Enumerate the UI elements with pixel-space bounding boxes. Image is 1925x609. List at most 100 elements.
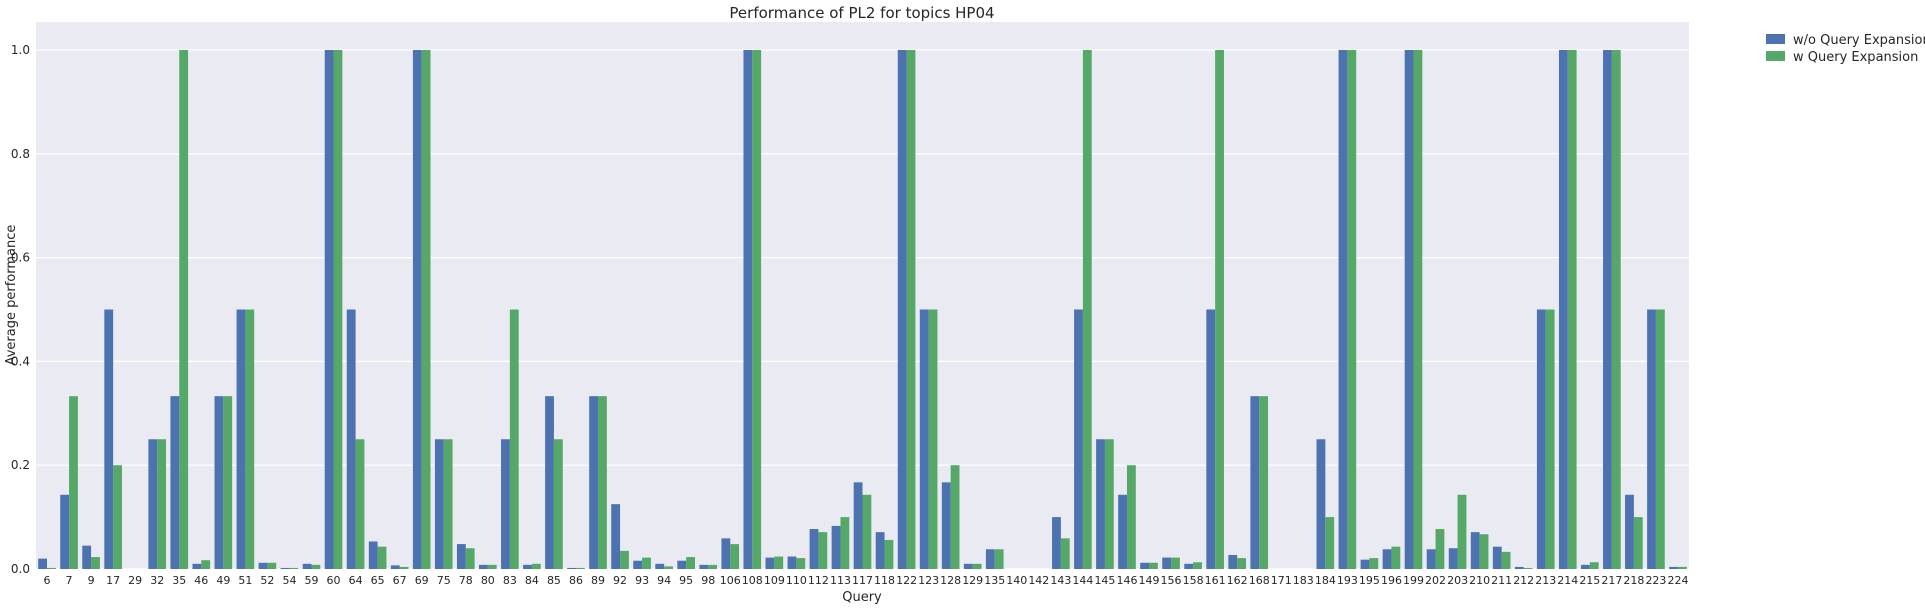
bar-wo-qe-113 bbox=[831, 525, 841, 569]
x-tick-label: 161 bbox=[1205, 574, 1226, 587]
x-tick-label: 110 bbox=[786, 574, 807, 587]
bar-wo-qe-46 bbox=[192, 563, 202, 569]
chart-title: Performance of PL2 for topics HP04 bbox=[729, 4, 994, 22]
x-tick-label: 95 bbox=[679, 574, 693, 587]
bar-wo-qe-128 bbox=[941, 482, 951, 569]
bar-wo-qe-211 bbox=[1492, 546, 1502, 569]
bar-wo-qe-86 bbox=[567, 567, 576, 569]
x-tick-label: 217 bbox=[1601, 574, 1622, 587]
bar-w-qe-9 bbox=[91, 557, 100, 569]
x-tick-label: 122 bbox=[896, 574, 917, 587]
legend-swatch-wo-query-expansion bbox=[1766, 34, 1785, 44]
bar-w-qe-32 bbox=[157, 439, 167, 569]
x-tick-label: 218 bbox=[1623, 574, 1644, 587]
bar-w-qe-213 bbox=[1545, 309, 1555, 569]
bar-w-qe-109 bbox=[774, 556, 784, 569]
bar-w-qe-215 bbox=[1589, 562, 1599, 569]
x-tick-label: 203 bbox=[1447, 574, 1468, 587]
x-tick-label: 86 bbox=[569, 574, 583, 587]
bar-w-qe-118 bbox=[884, 539, 894, 569]
x-tick-label: 215 bbox=[1579, 574, 1600, 587]
bar-wo-qe-184 bbox=[1316, 439, 1326, 569]
x-tick-label: 183 bbox=[1293, 574, 1314, 587]
x-tick-label: 64 bbox=[349, 574, 363, 587]
legend: w/o Query Expansion w Query Expansion bbox=[1766, 33, 1925, 65]
bar-w-qe-59 bbox=[311, 564, 321, 569]
bar-w-qe-195 bbox=[1369, 558, 1379, 569]
x-tick-label: 80 bbox=[481, 574, 495, 587]
x-tick-label: 199 bbox=[1403, 574, 1424, 587]
x-tick-label: 93 bbox=[635, 574, 649, 587]
bar-w-qe-224 bbox=[1677, 566, 1687, 569]
bar-wo-qe-92 bbox=[611, 504, 621, 570]
y-tick-label: 0.8 bbox=[11, 147, 30, 161]
bar-wo-qe-94 bbox=[655, 563, 665, 569]
y-axis-label: Average performance bbox=[4, 225, 19, 366]
bar-w-qe-112 bbox=[818, 532, 828, 569]
x-tick-label: 145 bbox=[1094, 574, 1115, 587]
x-tick-label: 7 bbox=[66, 574, 73, 587]
x-tick-label: 65 bbox=[371, 574, 385, 587]
bar-wo-qe-196 bbox=[1382, 549, 1392, 569]
x-tick-label: 214 bbox=[1557, 574, 1578, 587]
x-tick-label: 32 bbox=[150, 574, 164, 587]
y-tick-labels: 0.0 0.2 0.4 0.6 0.8 1.0 bbox=[11, 43, 30, 576]
x-tick-label: 60 bbox=[327, 574, 341, 587]
bar-wo-qe-83 bbox=[501, 439, 510, 569]
bar-w-qe-184 bbox=[1325, 517, 1335, 569]
bar-wo-qe-85 bbox=[545, 396, 554, 569]
bar-wo-qe-223 bbox=[1647, 309, 1656, 569]
bar-wo-qe-203 bbox=[1448, 548, 1458, 569]
x-tick-label: 162 bbox=[1227, 574, 1248, 587]
bar-wo-qe-52 bbox=[258, 562, 268, 569]
bar-w-qe-69 bbox=[421, 50, 431, 569]
x-tick-label: 6 bbox=[44, 574, 51, 587]
bar-w-qe-210 bbox=[1479, 534, 1489, 569]
legend-label-wo-query-expansion: w/o Query Expansion bbox=[1793, 33, 1925, 48]
bar-w-qe-146 bbox=[1126, 465, 1136, 569]
x-tick-label: 223 bbox=[1645, 574, 1666, 587]
bar-w-qe-92 bbox=[620, 550, 629, 569]
bar-w-qe-108 bbox=[752, 50, 762, 569]
y-tick-label: 0.6 bbox=[11, 251, 30, 265]
x-tick-label: 144 bbox=[1072, 574, 1093, 587]
bar-wo-qe-117 bbox=[853, 482, 863, 569]
x-tick-label: 84 bbox=[525, 574, 539, 587]
bar-wo-qe-224 bbox=[1669, 566, 1678, 569]
bar-w-qe-95 bbox=[686, 557, 695, 569]
bar-w-qe-145 bbox=[1104, 439, 1114, 569]
y-tick-label: 0.0 bbox=[11, 562, 30, 576]
bar-wo-qe-149 bbox=[1140, 562, 1150, 569]
x-tick-label: 112 bbox=[808, 574, 829, 587]
x-tick-label: 49 bbox=[216, 574, 230, 587]
bar-w-qe-86 bbox=[575, 567, 585, 569]
bar-wo-qe-199 bbox=[1404, 50, 1414, 569]
bar-w-qe-117 bbox=[862, 494, 872, 569]
x-tick-label: 149 bbox=[1139, 574, 1160, 587]
bar-w-qe-128 bbox=[950, 465, 960, 569]
x-tick-label: 211 bbox=[1491, 574, 1512, 587]
bar-wo-qe-84 bbox=[523, 564, 532, 569]
bar-w-qe-106 bbox=[730, 544, 740, 569]
bar-wo-qe-123 bbox=[919, 309, 929, 569]
bar-wo-qe-65 bbox=[368, 541, 378, 569]
bar-wo-qe-106 bbox=[721, 538, 731, 569]
x-tick-label: 143 bbox=[1050, 574, 1071, 587]
x-tick-label: 195 bbox=[1359, 574, 1380, 587]
bar-wo-qe-193 bbox=[1338, 50, 1348, 569]
x-tick-label: 46 bbox=[194, 574, 208, 587]
x-tick-label: 54 bbox=[282, 574, 296, 587]
x-tick-labels: 6 7 9 17 29 32 35 46 49 51 52 54 59 60 64 65 67 69 75 78 80 8… bbox=[44, 574, 1689, 587]
bar-wo-qe-54 bbox=[280, 567, 290, 569]
bar-wo-qe-144 bbox=[1074, 309, 1083, 569]
bar-w-qe-158 bbox=[1193, 562, 1202, 569]
x-tick-label: 158 bbox=[1183, 574, 1204, 587]
bar-w-qe-46 bbox=[201, 560, 211, 569]
x-tick-label: 156 bbox=[1161, 574, 1182, 587]
x-axis-label: Query bbox=[842, 590, 882, 605]
bar-wo-qe-75 bbox=[434, 439, 444, 569]
x-tick-label: 85 bbox=[547, 574, 561, 587]
bar-wo-qe-162 bbox=[1228, 554, 1238, 569]
bar-wo-qe-59 bbox=[302, 563, 312, 569]
bar-wo-qe-112 bbox=[809, 529, 819, 569]
